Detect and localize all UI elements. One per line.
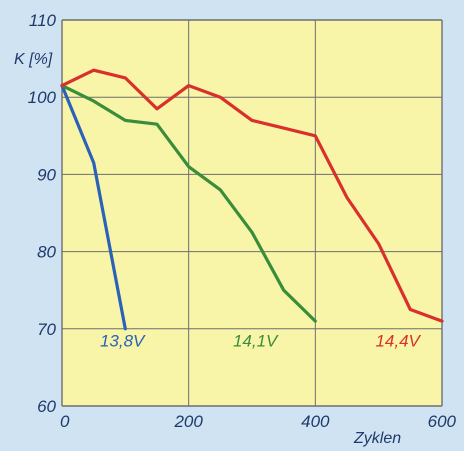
y-tick-label: 90	[37, 165, 56, 184]
x-tick-label: 200	[173, 412, 203, 431]
y-tick-label: 70	[37, 320, 56, 339]
y-tick-label: 110	[29, 11, 57, 30]
y-tick-label: 60	[37, 397, 56, 416]
series-label: 14,4V	[375, 331, 421, 350]
x-tick-label: 0	[60, 412, 70, 431]
x-tick-label: 400	[301, 412, 330, 431]
x-axis-label: Zyklen	[353, 430, 401, 447]
y-tick-label: 80	[37, 243, 56, 262]
series-labels: 13,8V 14,1V 14,4V	[100, 331, 422, 350]
series-line	[60, 83, 317, 323]
y-axis-label: K [%]	[14, 51, 53, 68]
plot-area	[62, 20, 442, 406]
series-label: 14,1V	[233, 331, 279, 350]
y-tick-label: 100	[28, 88, 57, 107]
x-tick-label: 600	[428, 412, 457, 431]
series-line	[60, 83, 127, 331]
series-label: 13,8V	[100, 331, 146, 350]
series-lines	[60, 68, 444, 331]
series-line	[60, 68, 444, 323]
tick-labels: 60 70 80 90 100 110 0 200 400 600	[28, 11, 457, 431]
